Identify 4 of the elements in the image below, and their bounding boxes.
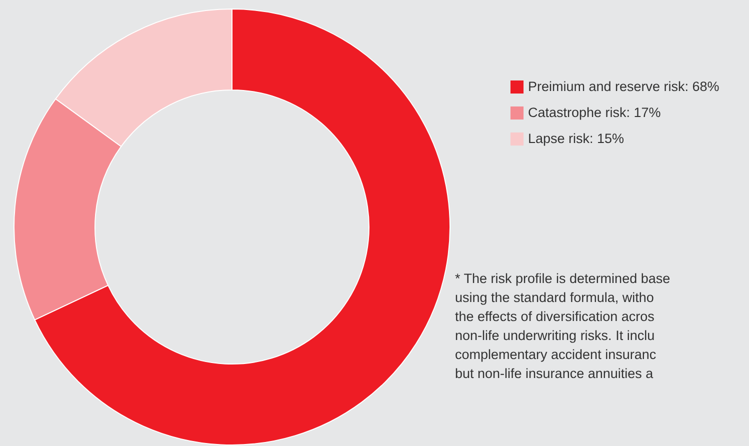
- text: * The risk profile is determined base using the standard formula, witho the effects of diversification acros non-life underwriting risks. It inclu complementary accident insuranc but non-life insurance annuities a: [455, 271, 670, 381]
- legend-label: Lapse risk: 15%: [528, 131, 624, 146]
- legend-label: Preimium and reserve risk: 68%: [528, 79, 720, 94]
- legend-label: Catastrophe risk: 17%: [528, 105, 661, 120]
